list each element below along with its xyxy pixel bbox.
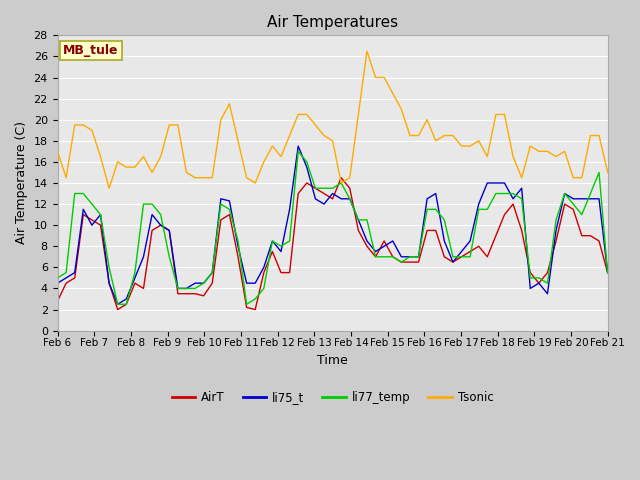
Text: MB_tule: MB_tule (63, 44, 118, 57)
X-axis label: Time: Time (317, 354, 348, 367)
Y-axis label: Air Temperature (C): Air Temperature (C) (15, 121, 28, 244)
Legend: AirT, li75_t, li77_temp, Tsonic: AirT, li75_t, li77_temp, Tsonic (167, 387, 498, 409)
Title: Air Temperatures: Air Temperatures (267, 15, 398, 30)
